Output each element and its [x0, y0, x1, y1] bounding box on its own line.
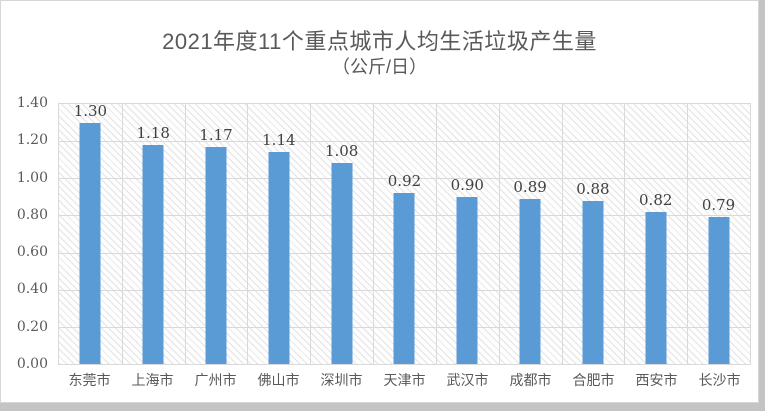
bar-cell: 0.82 — [624, 104, 687, 364]
bar-cell: 1.18 — [122, 104, 185, 364]
bar — [456, 196, 478, 364]
h-gridline — [59, 178, 750, 180]
bar-cell: 1.08 — [310, 104, 373, 364]
x-axis-label: 武汉市 — [446, 373, 489, 389]
bar-value-label: 0.79 — [701, 196, 736, 215]
bar-cell: 0.90 — [436, 104, 499, 364]
bar-value-label: 1.08 — [324, 142, 359, 161]
y-axis-label: 0.00 — [16, 356, 48, 372]
y-axis-label: 0.80 — [16, 206, 48, 223]
bar-cell: 0.88 — [562, 104, 625, 364]
y-axis-label: 1.00 — [16, 169, 48, 186]
bar-cell: 0.89 — [499, 104, 562, 364]
bar-cell: 0.92 — [373, 104, 436, 364]
v-gridline — [184, 104, 186, 364]
bar-value-label: 0.90 — [450, 175, 484, 194]
chart-subtitle: （公斤/日） — [331, 57, 427, 77]
bar-cell: 1.17 — [185, 104, 248, 364]
x-axis-label: 东莞市 — [68, 373, 111, 389]
chart-frame: 2021年度11个重点城市人均生活垃圾产生量 （公斤/日） 0.00 0.20 0.… — [0, 0, 759, 403]
y-axis-label: 1.40 — [16, 95, 48, 111]
bar-value-label: 1.18 — [136, 123, 170, 142]
bar-value-label: 1.14 — [262, 131, 296, 150]
bar-cell: 1.14 — [247, 104, 310, 364]
x-axis: 东莞市 上海市 广州市 佛山市 深圳市 天津市 武汉市 成都市 合肥市 西安市 长沙市 — [58, 370, 751, 390]
y-axis-label: 0.40 — [16, 281, 48, 298]
bar-value-label: 1.17 — [199, 125, 233, 144]
bar — [268, 152, 290, 364]
bar-value-label: 1.30 — [73, 101, 108, 120]
x-axis-label: 深圳市 — [320, 373, 363, 389]
y-axis-label: 0.20 — [16, 318, 48, 335]
x-axis-label: 成都市 — [509, 373, 552, 389]
x-axis-label: 合肥市 — [572, 373, 615, 389]
y-axis: 0.00 0.20 0.40 0.60 0.80 1.00 1.20 1.40 — [1, 96, 48, 371]
plot-area: 1.30 1.18 1.17 1.14 1.08 0.92 0.90 0.89 0.88 0.82… — [58, 103, 751, 365]
bar-cell: 0.79 — [687, 104, 750, 364]
bar — [582, 200, 604, 364]
v-gridline — [624, 104, 626, 364]
v-gridline — [247, 104, 249, 364]
bar — [331, 163, 353, 364]
v-gridline — [435, 104, 437, 364]
v-gridline — [498, 104, 500, 364]
v-gridline — [561, 104, 563, 364]
x-axis-label: 佛山市 — [257, 373, 300, 389]
bar — [519, 198, 541, 364]
v-gridline — [373, 104, 375, 364]
chart-title: 2021年度11个重点城市人均生活垃圾产生量 — [162, 29, 597, 54]
x-axis-label: 天津市 — [383, 373, 426, 389]
h-gridline — [59, 141, 750, 143]
bar — [393, 193, 415, 364]
bar — [708, 217, 730, 364]
x-axis-label: 广州市 — [194, 373, 237, 389]
y-axis-label: 1.20 — [16, 132, 48, 149]
v-gridline — [121, 104, 123, 364]
x-axis-label: 西安市 — [635, 373, 678, 389]
x-axis-label: 上海市 — [131, 373, 174, 389]
v-gridline — [687, 104, 689, 364]
bar-value-label: 0.89 — [513, 177, 547, 196]
bar-cell: 1.30 — [59, 101, 122, 364]
bar-value-label: 0.88 — [576, 179, 610, 198]
bar-value-label: 0.92 — [387, 172, 422, 191]
bar — [205, 146, 227, 364]
x-axis-label: 长沙市 — [698, 373, 741, 389]
bar — [645, 211, 667, 364]
bar-value-label: 0.82 — [639, 190, 673, 209]
bar-series: 1.30 1.18 1.17 1.14 1.08 0.92 0.90 0.89 0.88 0.82… — [59, 101, 750, 364]
bar — [142, 144, 164, 364]
bar — [79, 122, 101, 364]
y-axis-label: 0.60 — [16, 244, 48, 261]
v-gridline — [310, 104, 312, 364]
